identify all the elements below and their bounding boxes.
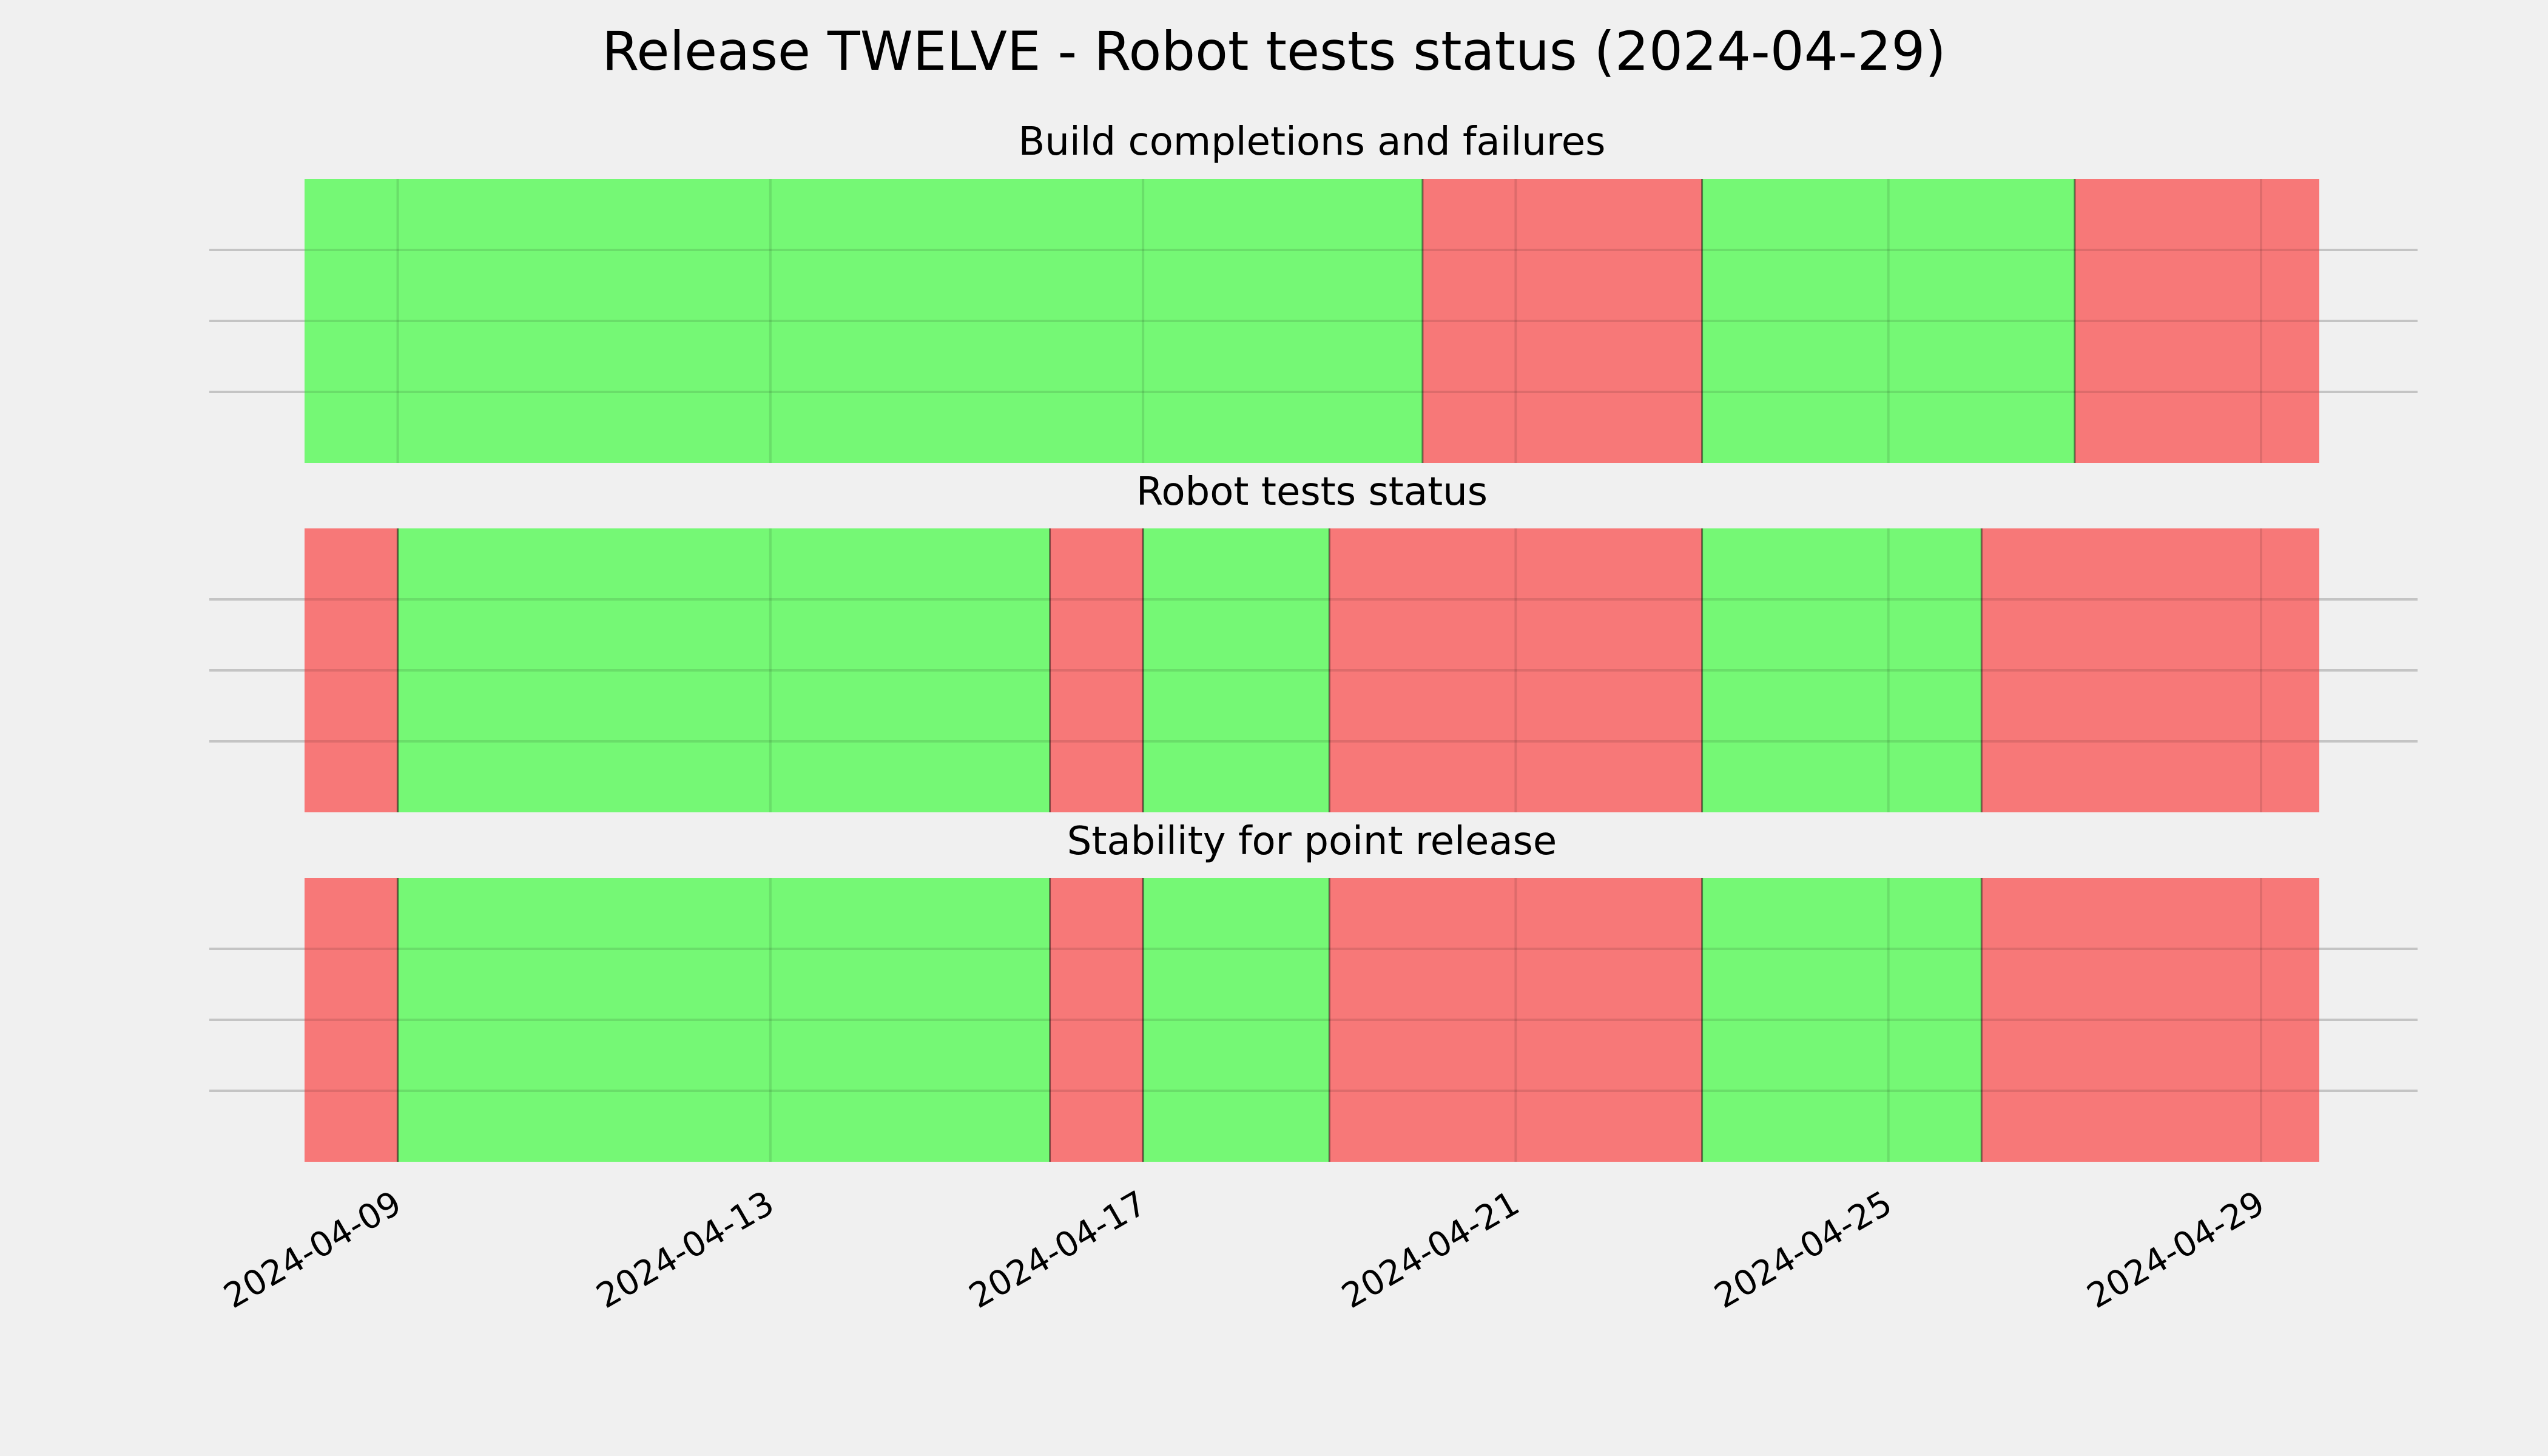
panel-title: Stability for point release (1067, 819, 1557, 864)
x-tick-label: 2024-04-17 (963, 1184, 1153, 1316)
segment-fail (1981, 528, 2319, 812)
panel: Robot tests status (209, 470, 2418, 812)
segment-fail (1050, 878, 1144, 1162)
chart-title: Release TWELVE - Robot tests status (202… (602, 20, 1946, 83)
segment-pass (1702, 179, 2075, 463)
segment-pass (305, 179, 1423, 463)
segment-fail (2074, 179, 2319, 463)
segment-pass (1143, 878, 1330, 1162)
x-tick-label: 2024-04-13 (590, 1184, 781, 1316)
x-tick-label: 2024-04-25 (1708, 1184, 1898, 1316)
segment-fail (1329, 878, 1702, 1162)
x-tick-label: 2024-04-21 (1335, 1184, 1526, 1316)
x-tick-label: 2024-04-09 (217, 1184, 408, 1316)
panel-title: Build completions and failures (1019, 120, 1606, 164)
panel-title: Robot tests status (1136, 470, 1488, 514)
segment-fail (305, 878, 398, 1162)
segment-pass (397, 878, 1050, 1162)
panel: Build completions and failures (209, 120, 2418, 463)
segment-fail (305, 528, 398, 812)
panel: Stability for point release (209, 819, 2418, 1162)
x-axis: 2024-04-09 2024-04-13 2024-04-17 2024-04-21… (217, 1184, 2271, 1316)
segment-pass (1702, 878, 1982, 1162)
segment-pass (1702, 528, 1982, 812)
panels: Build completions and failures Robot test… (209, 120, 2418, 1162)
segment-pass (1143, 528, 1330, 812)
segment-fail (1050, 528, 1144, 812)
segment-pass (397, 528, 1050, 812)
segment-fail (1422, 179, 1702, 463)
segment-fail (1329, 528, 1702, 812)
segment-fail (1981, 878, 2319, 1162)
x-tick-label: 2024-04-29 (2081, 1184, 2271, 1316)
